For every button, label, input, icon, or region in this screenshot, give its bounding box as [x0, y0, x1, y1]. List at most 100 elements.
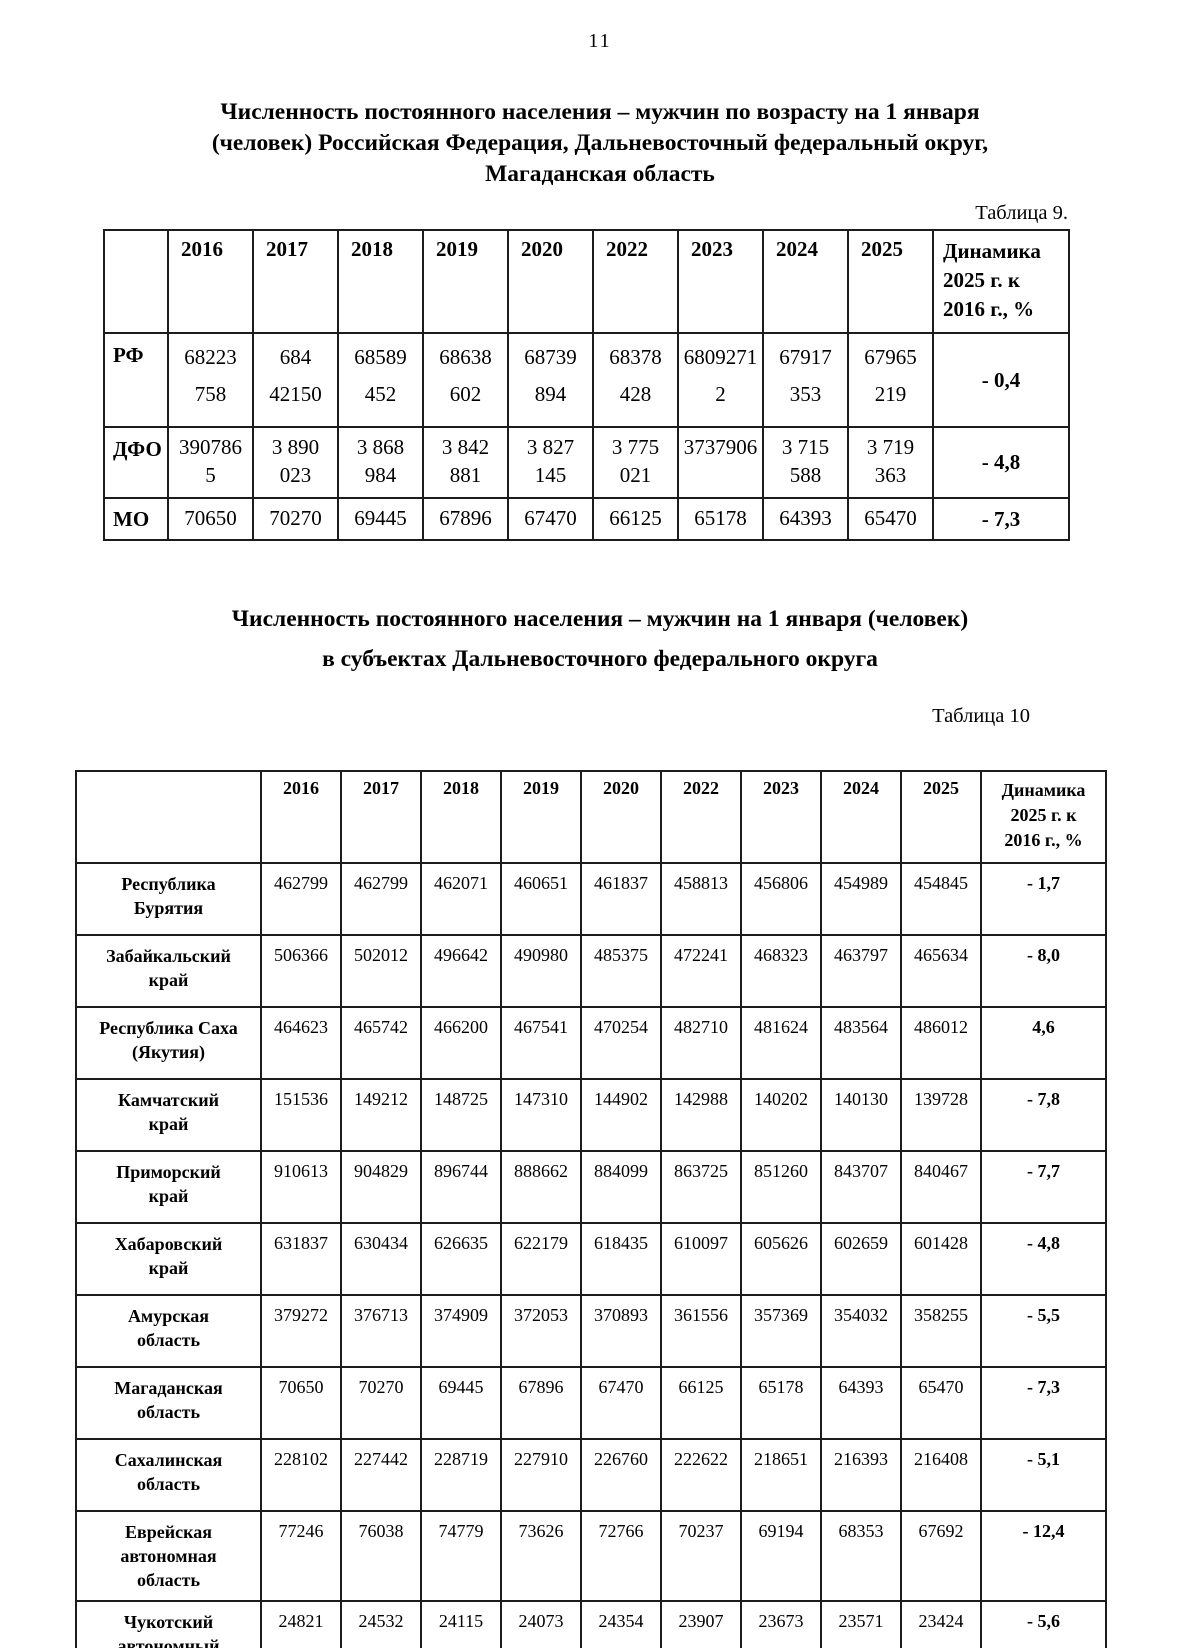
value-cell: 140202: [740, 1078, 822, 1152]
dynamics-cell: - 7,3: [932, 497, 1070, 541]
value-cell: 67965 219: [847, 332, 934, 428]
value-cell: 3 775 021: [592, 426, 679, 499]
value-cell: 496642: [420, 934, 502, 1008]
value-cell: 70237: [660, 1510, 742, 1602]
value-cell: 24821: [260, 1600, 342, 1648]
table-row: Сахалинская область 228102 227442 228719…: [75, 1438, 1107, 1512]
value-cell: 601428: [900, 1222, 982, 1296]
value-cell: 610097: [660, 1222, 742, 1296]
row-label: РФ: [103, 332, 169, 428]
value-cell: 23907: [660, 1600, 742, 1648]
table-row: Чукотский автономный округ 24821 24532 2…: [75, 1600, 1107, 1648]
value-cell: 3 715 588: [762, 426, 849, 499]
value-cell: 70270: [252, 497, 339, 541]
year-header: 2025: [847, 229, 934, 334]
value-cell: 67470: [580, 1366, 662, 1440]
value-cell: 3 827 145: [507, 426, 594, 499]
corner-cell: [103, 229, 169, 334]
value-cell: 376713: [340, 1294, 422, 1368]
year-header: 2020: [507, 229, 594, 334]
value-cell: 69445: [420, 1366, 502, 1440]
value-cell: 70650: [167, 497, 254, 541]
year-header: 2018: [337, 229, 424, 334]
table-row: Республика Саха (Якутия) 464623 465742 4…: [75, 1006, 1107, 1080]
dynamics-cell: - 7,7: [980, 1150, 1107, 1224]
value-cell: 73626: [500, 1510, 582, 1602]
value-cell: 379272: [260, 1294, 342, 1368]
table-row: Забайкальский край 506366 502012 496642 …: [75, 934, 1107, 1008]
table-row: РФ 68223 758 684 42150 68589 452 68638 6…: [103, 332, 1070, 428]
value-cell: 227910: [500, 1438, 582, 1512]
region-label: Амурская область: [75, 1294, 262, 1368]
value-cell: 77246: [260, 1510, 342, 1602]
value-cell: 622179: [500, 1222, 582, 1296]
table10-caption: Таблица 10: [932, 705, 1030, 727]
dynamics-cell: - 7,3: [980, 1366, 1107, 1440]
dynamics-header: Динамика 2025 г. к 2016 г., %: [980, 770, 1107, 864]
value-cell: 3 719 363: [847, 426, 934, 499]
value-cell: 602659: [820, 1222, 902, 1296]
value-cell: 481624: [740, 1006, 822, 1080]
value-cell: 65470: [847, 497, 934, 541]
value-cell: 67470: [507, 497, 594, 541]
value-cell: 24532: [340, 1600, 422, 1648]
region-label: Сахалинская область: [75, 1438, 262, 1512]
value-cell: 840467: [900, 1150, 982, 1224]
dynamics-header: Динамика 2025 г. к 2016 г., %: [932, 229, 1070, 334]
table10: 2016 2017 2018 2019 2020 2022 2023 2024 …: [75, 770, 1107, 1648]
value-cell: 216393: [820, 1438, 902, 1512]
value-cell: 66125: [592, 497, 679, 541]
table9-header-row: 2016 2017 2018 2019 2020 2022 2023 2024 …: [103, 229, 1070, 334]
value-cell: 216408: [900, 1438, 982, 1512]
value-cell: 486012: [900, 1006, 982, 1080]
region-label: Магаданская область: [75, 1366, 262, 1440]
table-row: МО 70650 70270 69445 67896 67470 66125 6…: [103, 497, 1070, 541]
value-cell: 605626: [740, 1222, 822, 1296]
value-cell: 6809271 2: [677, 332, 764, 428]
value-cell: 149212: [340, 1078, 422, 1152]
year-header: 2019: [422, 229, 509, 334]
value-cell: 70270: [340, 1366, 422, 1440]
year-header: 2023: [677, 229, 764, 334]
value-cell: 888662: [500, 1150, 582, 1224]
table-row: Хабаровский край 631837 630434 626635 62…: [75, 1222, 1107, 1296]
dynamics-cell: - 1,7: [980, 862, 1107, 936]
year-header: 2017: [340, 770, 422, 864]
value-cell: 631837: [260, 1222, 342, 1296]
value-cell: 370893: [580, 1294, 662, 1368]
value-cell: 506366: [260, 934, 342, 1008]
value-cell: 3737906: [677, 426, 764, 499]
value-cell: 147310: [500, 1078, 582, 1152]
value-cell: 24073: [500, 1600, 582, 1648]
year-header: 2016: [167, 229, 254, 334]
value-cell: 72766: [580, 1510, 662, 1602]
value-cell: 148725: [420, 1078, 502, 1152]
value-cell: 69445: [337, 497, 424, 541]
value-cell: 228719: [420, 1438, 502, 1512]
table-row: Еврейская автономная область 77246 76038…: [75, 1510, 1107, 1602]
value-cell: 390786 5: [167, 426, 254, 499]
dynamics-cell: 4,6: [980, 1006, 1107, 1080]
year-header: 2018: [420, 770, 502, 864]
year-header: 2024: [820, 770, 902, 864]
value-cell: 466200: [420, 1006, 502, 1080]
region-label: Хабаровский край: [75, 1222, 262, 1296]
value-cell: 354032: [820, 1294, 902, 1368]
value-cell: 65178: [740, 1366, 822, 1440]
value-cell: 361556: [660, 1294, 742, 1368]
value-cell: 3 868 984: [337, 426, 424, 499]
value-cell: 23424: [900, 1600, 982, 1648]
value-cell: 67917 353: [762, 332, 849, 428]
value-cell: 140130: [820, 1078, 902, 1152]
value-cell: 372053: [500, 1294, 582, 1368]
value-cell: 226760: [580, 1438, 662, 1512]
table-row: Камчатский край 151536 149212 148725 147…: [75, 1078, 1107, 1152]
value-cell: 68638 602: [422, 332, 509, 428]
value-cell: 465742: [340, 1006, 422, 1080]
row-label: ДФО: [103, 426, 169, 499]
value-cell: 68739 894: [507, 332, 594, 428]
table-row: Амурская область 379272 376713 374909 37…: [75, 1294, 1107, 1368]
dynamics-cell: - 5,1: [980, 1438, 1107, 1512]
value-cell: 460651: [500, 862, 582, 936]
value-cell: 482710: [660, 1006, 742, 1080]
